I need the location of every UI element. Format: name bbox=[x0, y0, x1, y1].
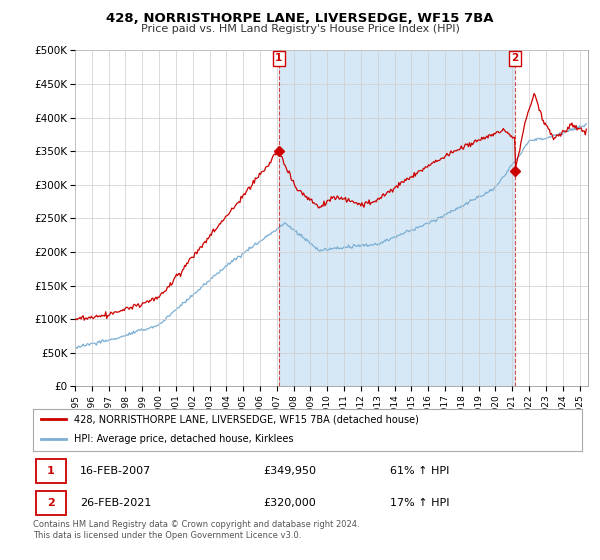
Text: 2: 2 bbox=[511, 53, 518, 63]
Text: £320,000: £320,000 bbox=[263, 498, 316, 508]
Text: HPI: Average price, detached house, Kirklees: HPI: Average price, detached house, Kirk… bbox=[74, 434, 293, 444]
Text: 428, NORRISTHORPE LANE, LIVERSEDGE, WF15 7BA: 428, NORRISTHORPE LANE, LIVERSEDGE, WF15… bbox=[106, 12, 494, 25]
Text: 2: 2 bbox=[47, 498, 55, 508]
Text: Price paid vs. HM Land Registry's House Price Index (HPI): Price paid vs. HM Land Registry's House … bbox=[140, 24, 460, 34]
Text: 1: 1 bbox=[275, 53, 283, 63]
Text: 1: 1 bbox=[47, 466, 55, 476]
Text: 16-FEB-2007: 16-FEB-2007 bbox=[80, 466, 151, 476]
Text: 26-FEB-2021: 26-FEB-2021 bbox=[80, 498, 151, 508]
Text: 61% ↑ HPI: 61% ↑ HPI bbox=[390, 466, 449, 476]
Bar bbox=[279, 50, 515, 386]
FancyBboxPatch shape bbox=[36, 459, 66, 483]
Text: £349,950: £349,950 bbox=[263, 466, 317, 476]
Text: 17% ↑ HPI: 17% ↑ HPI bbox=[390, 498, 449, 508]
Text: 428, NORRISTHORPE LANE, LIVERSEDGE, WF15 7BA (detached house): 428, NORRISTHORPE LANE, LIVERSEDGE, WF15… bbox=[74, 414, 419, 424]
FancyBboxPatch shape bbox=[36, 491, 66, 515]
Text: Contains HM Land Registry data © Crown copyright and database right 2024.
This d: Contains HM Land Registry data © Crown c… bbox=[33, 520, 359, 540]
